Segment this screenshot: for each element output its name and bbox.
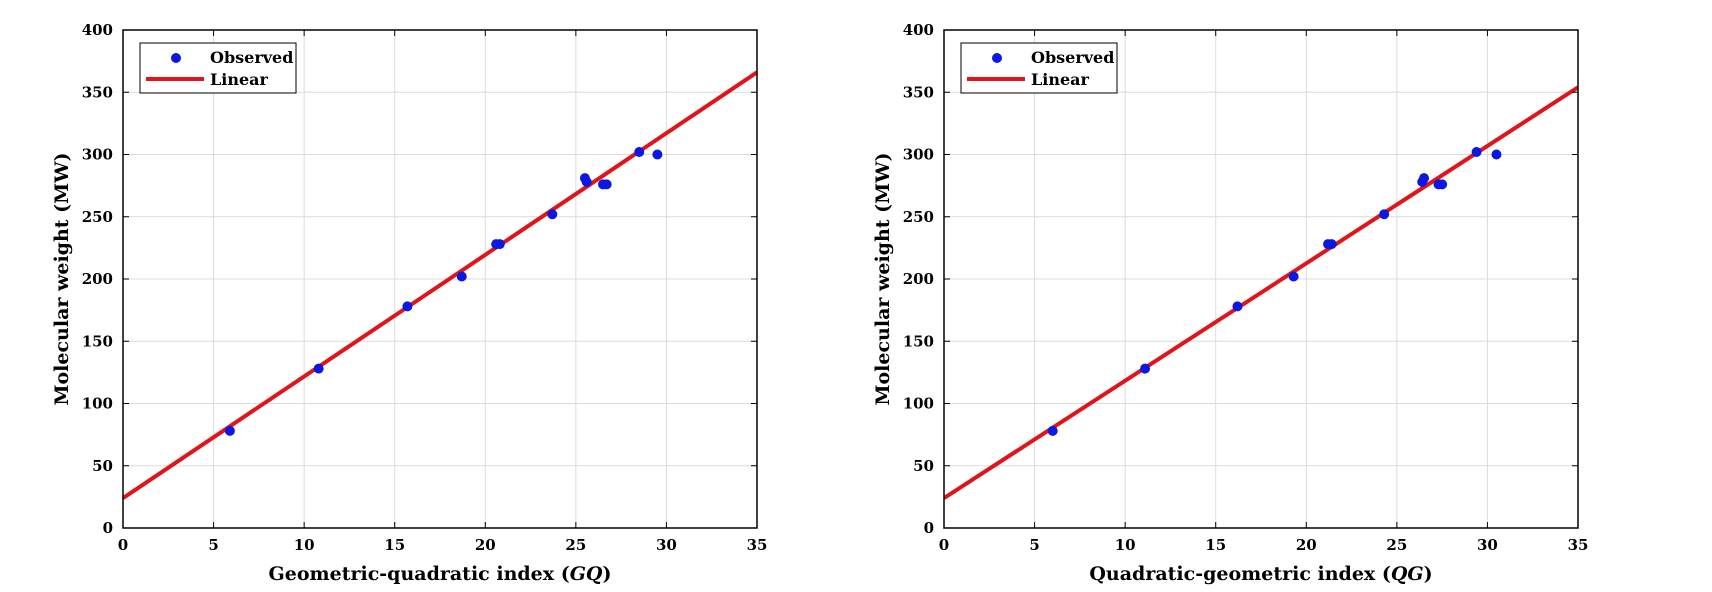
y-tick-label: 100 bbox=[903, 395, 934, 413]
x-tick-label: 0 bbox=[939, 536, 949, 554]
y-axis-ticks: 0 50 100 150 200 250 300 350 400 bbox=[82, 21, 757, 537]
observed-point bbox=[652, 149, 663, 160]
x-axis-ticks: 0 5 10 15 20 25 30 35 bbox=[939, 30, 1589, 554]
observed-point bbox=[547, 209, 558, 220]
x-axis-label-text: Geometric-quadratic index ( bbox=[269, 563, 570, 585]
y-tick-label: 150 bbox=[82, 332, 113, 350]
observed-point bbox=[402, 301, 413, 312]
x-tick-label: 20 bbox=[475, 536, 496, 554]
observed-point bbox=[313, 363, 324, 374]
observed-point bbox=[634, 147, 645, 158]
x-axis-label: Quadratic-geometric index (QG) bbox=[1089, 563, 1432, 585]
observed-point bbox=[1491, 149, 1502, 160]
y-tick-label: 300 bbox=[903, 146, 934, 164]
legend: Observed Linear bbox=[139, 42, 297, 94]
observed-point bbox=[1047, 425, 1058, 436]
x-axis-label-close: ) bbox=[1424, 563, 1433, 585]
observed-point bbox=[581, 176, 592, 187]
observed-point bbox=[1326, 239, 1337, 250]
y-axis-label: Molecular weight (MW) bbox=[51, 152, 73, 405]
x-tick-label: 30 bbox=[656, 536, 677, 554]
observed-point bbox=[601, 179, 612, 190]
y-tick-label: 350 bbox=[903, 83, 934, 101]
legend: Observed Linear bbox=[960, 42, 1118, 94]
observed-point bbox=[494, 239, 505, 250]
x-tick-label: 30 bbox=[1477, 536, 1498, 554]
y-tick-label: 250 bbox=[903, 208, 934, 226]
observed-point bbox=[1437, 179, 1448, 190]
x-axis-label-text: Quadratic-geometric index ( bbox=[1089, 563, 1391, 585]
observed-point bbox=[1140, 363, 1151, 374]
legend-linear-label: Linear bbox=[210, 70, 269, 89]
x-tick-label: 10 bbox=[1115, 536, 1136, 554]
x-axis-label-symbol: QG bbox=[1391, 563, 1424, 585]
y-tick-label: 350 bbox=[82, 83, 113, 101]
y-tick-label: 0 bbox=[103, 519, 113, 537]
x-tick-label: 10 bbox=[294, 536, 315, 554]
legend-box bbox=[139, 42, 297, 94]
observed-point bbox=[1419, 173, 1430, 184]
y-tick-label: 150 bbox=[903, 332, 934, 350]
x-tick-label: 25 bbox=[1386, 536, 1407, 554]
x-tick-label: 5 bbox=[1029, 536, 1039, 554]
observed-point bbox=[456, 271, 467, 282]
observed-point bbox=[1288, 271, 1299, 282]
y-tick-label: 300 bbox=[82, 146, 113, 164]
y-tick-label: 400 bbox=[903, 21, 934, 39]
legend-observed-marker bbox=[171, 53, 181, 63]
y-tick-label: 200 bbox=[82, 270, 113, 288]
x-tick-label: 15 bbox=[384, 536, 405, 554]
observed-point bbox=[224, 425, 235, 436]
x-tick-label: 20 bbox=[1296, 536, 1317, 554]
x-tick-label: 35 bbox=[747, 536, 768, 554]
y-tick-label: 50 bbox=[92, 457, 113, 475]
y-axis-label: Molecular weight (MW) bbox=[872, 152, 894, 405]
x-tick-label: 35 bbox=[1568, 536, 1589, 554]
observed-point bbox=[1379, 209, 1390, 220]
grid-lines bbox=[944, 30, 1578, 528]
y-tick-label: 100 bbox=[82, 395, 113, 413]
legend-linear-label: Linear bbox=[1031, 70, 1090, 89]
legend-observed-marker bbox=[992, 53, 1002, 63]
legend-box bbox=[960, 42, 1118, 94]
y-axis-ticks: 0 50 100 150 200 250 300 350 400 bbox=[903, 21, 1578, 537]
observed-point bbox=[1232, 301, 1243, 312]
x-tick-label: 0 bbox=[118, 536, 128, 554]
grid-lines bbox=[123, 30, 757, 528]
legend-observed-label: Observed bbox=[210, 48, 293, 67]
x-tick-label: 25 bbox=[565, 536, 586, 554]
y-tick-label: 400 bbox=[82, 21, 113, 39]
observed-points-layer bbox=[1047, 147, 1502, 436]
chart-panel-geometric-quadratic: 0 5 10 15 20 25 30 35 050100150200250300350400 … bbox=[51, 21, 767, 585]
x-axis-label-close: ) bbox=[602, 563, 611, 585]
x-axis-ticks: 0 5 10 15 20 25 30 35 bbox=[118, 30, 768, 554]
x-axis-label-symbol: GQ bbox=[570, 563, 603, 585]
y-tick-label: 200 bbox=[903, 270, 934, 288]
observed-points-layer bbox=[224, 147, 663, 436]
observed-point bbox=[1471, 147, 1482, 158]
chart-panel-quadratic-geometric: 0 5 10 15 20 25 30 35 050100150200250300350400 … bbox=[872, 21, 1588, 585]
x-axis-label: Geometric-quadratic index (GQ) bbox=[269, 563, 612, 585]
y-tick-label: 50 bbox=[913, 457, 934, 475]
y-tick-label: 0 bbox=[924, 519, 934, 537]
legend-observed-label: Observed bbox=[1031, 48, 1114, 67]
y-tick-label: 250 bbox=[82, 208, 113, 226]
x-tick-label: 15 bbox=[1205, 536, 1226, 554]
x-tick-label: 5 bbox=[208, 536, 218, 554]
